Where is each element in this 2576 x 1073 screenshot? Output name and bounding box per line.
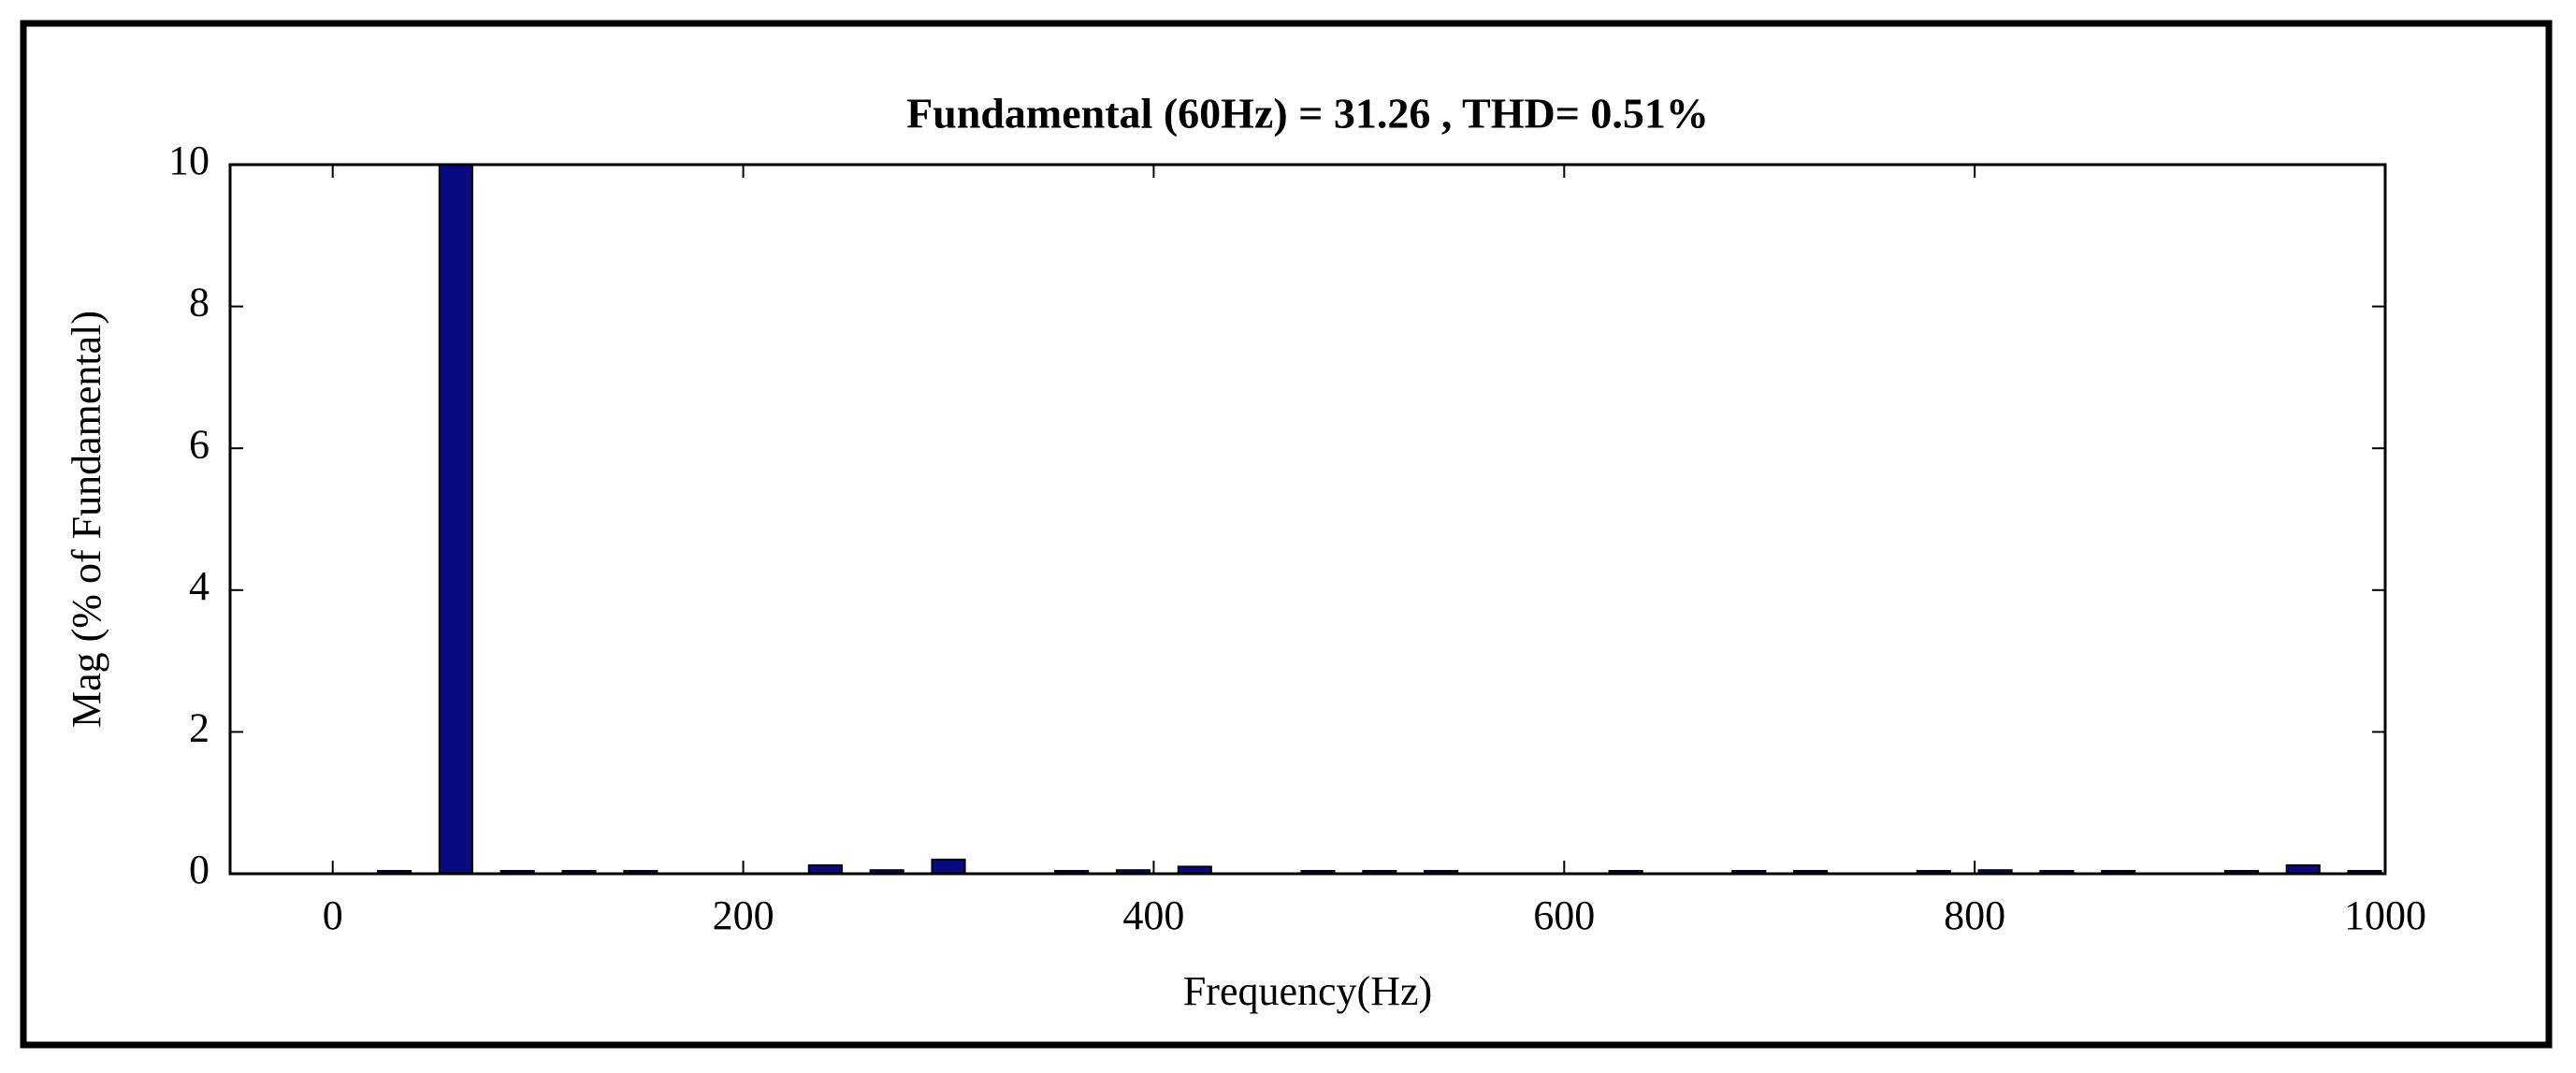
x-tick-label: 800 [1944, 892, 2005, 938]
bar [931, 858, 966, 874]
bar [499, 869, 535, 874]
bar [561, 869, 597, 874]
x-tick-label: 600 [1533, 892, 1595, 938]
y-tick-label: 0 [189, 847, 210, 892]
chart-title: Fundamental (60Hz) = 31.26 , THD= 0.51% [906, 90, 1709, 138]
bar [1054, 869, 1090, 874]
bar [1362, 869, 1397, 874]
bar [1115, 869, 1151, 874]
bar [1731, 869, 1767, 874]
bar [1608, 869, 1643, 874]
bar [2039, 869, 2075, 874]
x-tick-label: 1000 [2344, 892, 2426, 938]
plot-box [228, 163, 2387, 876]
bar [1793, 869, 1829, 874]
y-tick-label: 2 [189, 704, 210, 750]
bar [2223, 869, 2259, 874]
y-tick-label: 8 [189, 280, 210, 326]
bar [1424, 869, 1459, 874]
bar [623, 869, 658, 874]
x-axis-label: Frequency(Hz) [1183, 968, 1432, 1014]
x-tick-label: 0 [323, 892, 343, 938]
x-tick-label: 200 [713, 892, 774, 938]
y-tick-label: 6 [189, 421, 210, 467]
frame [20, 20, 2553, 1049]
bar [1300, 869, 1336, 874]
y-axis-label: Mag (% of Fundamental) [64, 311, 109, 728]
y-tick-label: 4 [189, 563, 210, 609]
bar [869, 869, 904, 874]
bar [1977, 869, 2013, 874]
bar [376, 869, 412, 874]
bar [2347, 869, 2382, 874]
y-tick-label: 10 [168, 138, 210, 183]
bar [438, 165, 473, 874]
bars [376, 165, 2382, 874]
x-tick-label: 400 [1122, 892, 1184, 938]
bar [1916, 869, 1951, 874]
bar [2101, 869, 2136, 874]
